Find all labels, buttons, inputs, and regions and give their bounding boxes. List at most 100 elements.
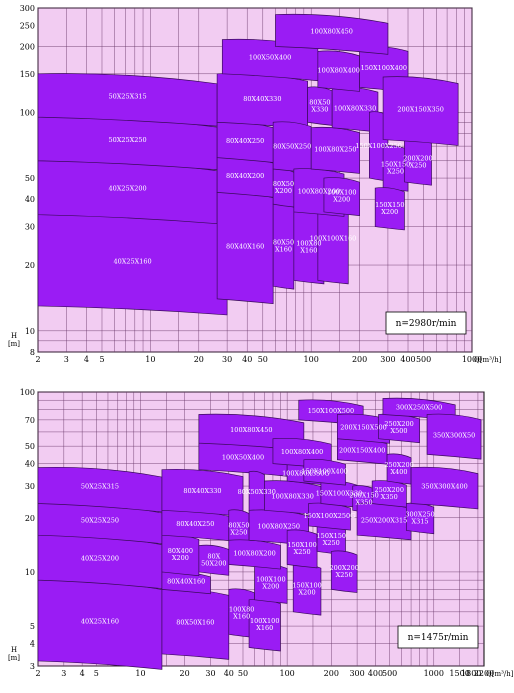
x-tick-label: 400	[400, 355, 415, 364]
region-label-35: 250X200 X350	[375, 486, 404, 501]
y-tick-label: 250	[20, 21, 35, 30]
region-label-32: 200X200 X250	[329, 564, 358, 579]
region-label-9: 80X50 X160	[273, 239, 294, 254]
region-shape-17	[310, 126, 360, 174]
region-label-15: 100X80X200	[298, 187, 340, 195]
region-shape-31	[337, 413, 390, 444]
x-tick-label: 1500	[449, 669, 469, 678]
region-label-16: 100X100 X200	[327, 188, 356, 203]
x-tick-label: 500	[416, 355, 431, 364]
x-tick-label: 400	[368, 669, 383, 678]
region-shape-25	[286, 529, 318, 569]
y-tick-label: 200	[20, 42, 35, 51]
region-label-16: 100X100 X160	[250, 617, 279, 632]
y-tick-label: 20	[25, 514, 35, 523]
region-label-2: 40X25X200	[81, 555, 119, 563]
y-tick-label: 100	[20, 108, 35, 117]
region-label-15: 100X80 X160	[229, 605, 254, 620]
y-tick-label: 30	[25, 482, 35, 491]
x-axis-label: Q[m³/h]	[474, 356, 502, 364]
region-label-25: 150X100 X250	[287, 541, 316, 556]
region-label-2: 40X25X200	[108, 185, 146, 193]
x-tick-label: 40	[242, 355, 252, 364]
region-label-24: 150X100 X200	[292, 582, 321, 597]
region-label-22: 100X80X400	[281, 448, 323, 456]
region-label-8: 80X40X250	[176, 520, 214, 528]
region-label-37: 250X200 X500	[384, 420, 413, 435]
x-tick-label: 30	[222, 355, 232, 364]
region-label-13: 80X50 X250	[228, 521, 249, 536]
y-tick-label: 5	[30, 622, 35, 631]
region-label-5: 80X40X160	[226, 243, 264, 251]
speed-label-box	[385, 311, 467, 335]
region-label-29: 150X100X400	[301, 467, 347, 475]
region-shape-22	[275, 13, 389, 55]
speed-label: n=1475r/min	[408, 633, 469, 643]
x-tick-label: 300	[349, 669, 364, 678]
y-tick-label: 150	[20, 70, 35, 79]
region-label-11: 100X80X450	[230, 426, 272, 434]
region-label-3: 50X25X250	[108, 136, 146, 144]
region-label-23: 150X100X250	[355, 142, 401, 150]
region-label-3: 50X25X250	[81, 516, 119, 524]
region-label-1: 40X25X160	[81, 618, 119, 626]
region-label-18: 100X80X200	[233, 549, 275, 557]
y-tick-label: 40	[25, 195, 35, 204]
pump-regions: 40X25X160 40X25X200 50X25X250 50X25X315 80X4…	[37, 13, 459, 316]
region-label-31: 200X150X500	[340, 424, 386, 432]
y-axis-label: H [m]	[8, 332, 20, 348]
region-label-25: 150X150 X200	[375, 201, 404, 216]
speed-label-box	[397, 625, 479, 649]
x-tick-label: 200	[324, 669, 339, 678]
y-tick-label: 20	[25, 261, 35, 270]
y-tick-label: 50	[25, 442, 35, 451]
region-shape-16	[323, 177, 360, 217]
y-tick-label: 30	[25, 223, 35, 232]
x-tick-label: 4	[80, 669, 85, 678]
region-label-39: 350X300X400	[421, 483, 467, 491]
region-label-24: 150X150 X250	[381, 161, 410, 176]
region-label-7: 80X40X250	[226, 137, 264, 145]
region-label-4: 50X25X315	[108, 92, 146, 100]
region-label-8: 80X40X330	[243, 95, 281, 103]
x-tick-label: 3	[61, 669, 66, 678]
region-label-12: 80X50 X330	[309, 98, 330, 113]
region-label-28: 150X100X330	[316, 489, 362, 497]
region-label-34: 250X200X315	[361, 516, 407, 524]
x-tick-label: 5	[99, 355, 104, 364]
region-shape-12	[198, 544, 230, 576]
x-tick-label: 50	[258, 355, 268, 364]
x-tick-label: 300	[380, 355, 395, 364]
region-label-6: 80X40X160	[167, 578, 205, 586]
region-label-20: 100X80X330	[272, 493, 314, 501]
region-label-27: 150X100X250G	[304, 512, 356, 520]
pump-regions: 40X25X160 40X25X200 50X25X250 50X25X315 80X5…	[37, 397, 482, 670]
region-shape-27	[382, 76, 459, 146]
x-tick-label: 1000	[462, 355, 482, 364]
x-tick-label: 500	[382, 669, 397, 678]
x-axis-label: Q[m³/h]	[486, 670, 514, 678]
region-label-36: 250X200 X400	[384, 461, 413, 476]
region-label-11: 80X50X250	[273, 143, 311, 151]
region-label-21: 100X80X330G	[282, 469, 330, 477]
region-label-17: 100X100 X200	[256, 576, 285, 591]
x-tick-label: 1800	[461, 669, 481, 678]
region-label-21: 150X100X400	[361, 64, 407, 72]
y-tick-label: 100	[20, 388, 35, 397]
x-tick-label: 20	[194, 355, 204, 364]
x-tick-label: 2200	[474, 669, 494, 678]
region-shape-29	[303, 458, 346, 486]
region-label-40: 300X250X500	[396, 403, 442, 411]
y-tick-label: 10	[25, 568, 35, 577]
region-label-27: 200X150X350	[397, 105, 443, 113]
region-label-4: 50X25X315	[81, 483, 119, 491]
region-label-14: 80X50X330	[238, 488, 276, 496]
region-label-33: 200X150 X350	[349, 492, 378, 507]
x-tick-label: 5	[94, 669, 99, 678]
region-label-41: 350X300X50	[433, 431, 475, 439]
x-tick-label: 200	[352, 355, 367, 364]
region-shape-20	[317, 50, 360, 92]
x-tick-label: 10	[135, 669, 145, 678]
